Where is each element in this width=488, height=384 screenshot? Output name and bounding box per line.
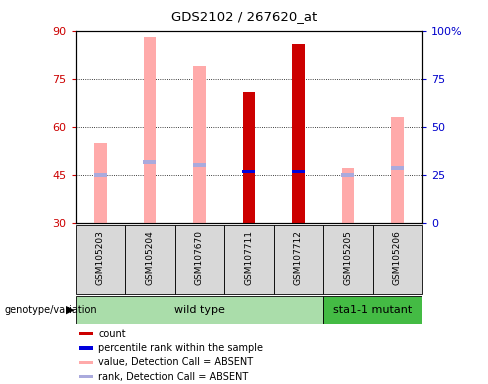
- Text: genotype/variation: genotype/variation: [5, 305, 98, 315]
- Text: GSM107670: GSM107670: [195, 230, 204, 285]
- Bar: [342, 173, 354, 177]
- Bar: [292, 43, 305, 223]
- Bar: [193, 163, 206, 167]
- Text: percentile rank within the sample: percentile rank within the sample: [98, 343, 263, 353]
- Bar: [143, 160, 156, 164]
- Bar: [125, 225, 175, 294]
- Bar: [76, 225, 125, 294]
- Bar: [292, 170, 305, 174]
- Text: rank, Detection Call = ABSENT: rank, Detection Call = ABSENT: [98, 372, 248, 382]
- Text: GSM105204: GSM105204: [145, 230, 154, 285]
- Bar: [342, 168, 354, 223]
- Bar: [243, 91, 255, 223]
- Bar: [243, 170, 255, 174]
- Bar: [323, 296, 422, 324]
- Bar: [79, 375, 93, 378]
- Bar: [76, 296, 323, 324]
- Bar: [373, 225, 422, 294]
- Text: GSM105203: GSM105203: [96, 230, 105, 285]
- Text: sta1-1 mutant: sta1-1 mutant: [333, 305, 412, 315]
- Bar: [94, 173, 107, 177]
- Bar: [79, 346, 93, 349]
- Bar: [274, 225, 323, 294]
- Text: GDS2102 / 267620_at: GDS2102 / 267620_at: [171, 10, 317, 23]
- Bar: [391, 166, 404, 170]
- Bar: [175, 225, 224, 294]
- Bar: [79, 361, 93, 364]
- Text: GSM107712: GSM107712: [294, 230, 303, 285]
- Text: wild type: wild type: [174, 305, 225, 315]
- Bar: [323, 225, 373, 294]
- Bar: [143, 37, 156, 223]
- Text: GSM105205: GSM105205: [344, 230, 352, 285]
- Text: ▶: ▶: [66, 305, 74, 315]
- Text: GSM107711: GSM107711: [244, 230, 253, 285]
- Bar: [193, 66, 205, 223]
- Bar: [79, 332, 93, 335]
- Bar: [224, 225, 274, 294]
- Text: GSM105206: GSM105206: [393, 230, 402, 285]
- Bar: [391, 117, 404, 223]
- Bar: [94, 143, 106, 223]
- Text: count: count: [98, 329, 126, 339]
- Text: value, Detection Call = ABSENT: value, Detection Call = ABSENT: [98, 358, 253, 367]
